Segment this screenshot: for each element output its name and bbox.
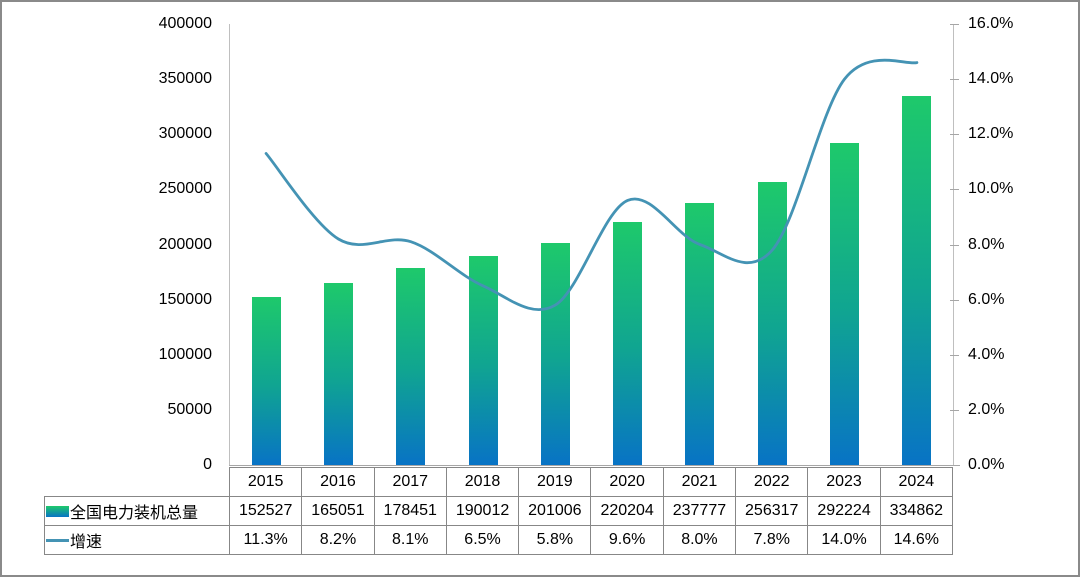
capacity-value-cell: 334862 bbox=[879, 496, 953, 526]
right-axis-tick-mark bbox=[950, 354, 959, 356]
growth-value-cell: 8.0% bbox=[662, 525, 737, 555]
capacity-value-cell: 201006 bbox=[518, 496, 592, 526]
capacity-bar bbox=[251, 296, 281, 465]
right-axis-tick-mark bbox=[950, 24, 959, 25]
year-cell: 2021 bbox=[662, 467, 737, 497]
growth-value-cell: 8.2% bbox=[301, 525, 375, 555]
right-axis-tick-label: 0.0% bbox=[968, 456, 1005, 473]
capacity-bar bbox=[830, 142, 860, 465]
year-cell: 2023 bbox=[807, 467, 881, 497]
capacity-value-cell: 152527 bbox=[228, 496, 303, 526]
year-cell: 2024 bbox=[879, 467, 953, 497]
right-axis-tick-mark bbox=[950, 134, 959, 136]
year-cell: 2018 bbox=[445, 467, 520, 497]
left-axis-tick-label: 100000 bbox=[158, 345, 212, 363]
year-cell: 2020 bbox=[590, 467, 664, 497]
right-axis-tick-label: 2.0% bbox=[968, 400, 1005, 418]
capacity-bar bbox=[323, 283, 353, 465]
left-axis-tick-label: 50000 bbox=[167, 400, 213, 418]
left-axis-tick-label: 0 bbox=[203, 456, 212, 473]
growth-value-cell: 9.6% bbox=[590, 525, 664, 555]
capacity-bar bbox=[757, 182, 787, 465]
capacity-value-cell: 256317 bbox=[735, 496, 809, 526]
capacity-bar bbox=[396, 268, 426, 465]
growth-series-label: 增速 bbox=[70, 534, 103, 551]
capacity-value-cell: 292224 bbox=[807, 496, 881, 526]
left-axis-tick-label: 150000 bbox=[158, 290, 212, 308]
growth-line-path bbox=[264, 58, 919, 311]
right-axis-tick-label: 10.0% bbox=[968, 180, 1014, 198]
bar-series-swatch-icon bbox=[46, 505, 69, 517]
right-axis-tick-label: 14.0% bbox=[968, 70, 1014, 88]
year-cell: 2022 bbox=[735, 467, 809, 497]
growth-value-cell: 7.8% bbox=[735, 525, 809, 555]
capacity-series-label: 全国电力装机总量 bbox=[70, 505, 199, 522]
right-axis-tick-mark bbox=[950, 244, 959, 246]
capacity-row: 全国电力装机总量 152527 165051 178451 190012 201… bbox=[44, 496, 953, 526]
year-cell: 2016 bbox=[301, 467, 375, 497]
growth-value-cell: 14.0% bbox=[807, 525, 881, 555]
year-cell: 2017 bbox=[373, 467, 447, 497]
right-axis-tick-label: 16.0% bbox=[968, 15, 1014, 32]
right-axis-tick-mark bbox=[950, 189, 959, 191]
right-axis-tick-mark bbox=[950, 299, 959, 301]
year-header-row: 2015 2016 2017 2018 2019 2020 2021 2022 … bbox=[45, 467, 953, 497]
left-axis-tick-label: 350000 bbox=[158, 70, 212, 88]
table-corner-spacer bbox=[45, 468, 230, 497]
growth-value-cell: 8.1% bbox=[373, 525, 447, 555]
growth-value-cell: 14.6% bbox=[879, 525, 953, 555]
line-series-swatch-icon bbox=[46, 538, 69, 542]
capacity-bar bbox=[685, 202, 715, 465]
right-axis-tick-mark bbox=[950, 465, 959, 466]
right-axis-tick-label: 6.0% bbox=[968, 290, 1005, 308]
year-cell: 2015 bbox=[228, 467, 303, 497]
x-axis-line bbox=[229, 465, 960, 466]
legend-growth: 增速 bbox=[44, 525, 230, 555]
growth-value-cell: 5.8% bbox=[518, 525, 592, 555]
left-axis-tick-label: 250000 bbox=[158, 180, 212, 198]
right-axis-tick-label: 4.0% bbox=[968, 345, 1005, 363]
growth-row: 增速 11.3% 8.2% 8.1% 6.5% 5.8% 9.6% 8.0% 7… bbox=[44, 525, 953, 555]
data-table: 2015 2016 2017 2018 2019 2020 2021 2022 … bbox=[44, 467, 953, 555]
capacity-value-cell: 165051 bbox=[301, 496, 375, 526]
right-axis-tick-mark bbox=[950, 409, 959, 411]
growth-line-series bbox=[264, 58, 919, 311]
capacity-bar bbox=[902, 95, 932, 465]
capacity-bar bbox=[613, 222, 643, 465]
plot-area bbox=[229, 24, 954, 465]
capacity-value-cell: 190012 bbox=[445, 496, 520, 526]
right-axis-tick-mark bbox=[950, 79, 959, 81]
left-axis-tick-label: 300000 bbox=[158, 125, 212, 143]
capacity-value-cell: 178451 bbox=[373, 496, 447, 526]
legend-capacity: 全国电力装机总量 bbox=[44, 496, 230, 526]
capacity-value-cell: 220204 bbox=[590, 496, 664, 526]
year-cell: 2019 bbox=[518, 467, 592, 497]
right-axis-tick-label: 8.0% bbox=[968, 235, 1005, 253]
capacity-bar bbox=[540, 243, 570, 465]
left-axis-tick-label: 400000 bbox=[158, 15, 212, 32]
left-axis-tick-label: 200000 bbox=[158, 235, 212, 253]
growth-value-cell: 6.5% bbox=[445, 525, 520, 555]
growth-value-cell: 11.3% bbox=[228, 525, 303, 555]
right-axis-tick-label: 12.0% bbox=[968, 125, 1014, 143]
capacity-value-cell: 237777 bbox=[662, 496, 737, 526]
